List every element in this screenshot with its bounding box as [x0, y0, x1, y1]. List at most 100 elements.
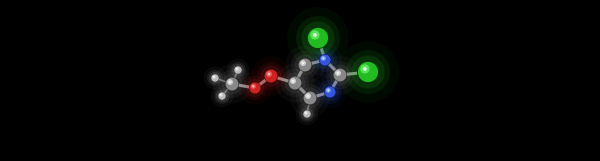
- Circle shape: [250, 82, 260, 94]
- Circle shape: [301, 108, 313, 120]
- Circle shape: [303, 110, 311, 118]
- Circle shape: [357, 61, 379, 83]
- Circle shape: [213, 76, 215, 78]
- Circle shape: [281, 69, 309, 97]
- Circle shape: [264, 69, 278, 83]
- Circle shape: [209, 72, 221, 84]
- Circle shape: [236, 68, 238, 70]
- Circle shape: [326, 61, 354, 89]
- Circle shape: [225, 77, 239, 91]
- Circle shape: [313, 75, 347, 109]
- Circle shape: [249, 82, 261, 94]
- Circle shape: [313, 48, 337, 72]
- Circle shape: [335, 70, 341, 76]
- Circle shape: [329, 65, 350, 85]
- Circle shape: [226, 78, 238, 90]
- Circle shape: [296, 103, 318, 125]
- Circle shape: [230, 62, 246, 78]
- Circle shape: [325, 86, 335, 98]
- Circle shape: [275, 63, 314, 103]
- Circle shape: [211, 74, 218, 82]
- Circle shape: [318, 80, 342, 104]
- Circle shape: [304, 110, 311, 118]
- Circle shape: [327, 89, 329, 91]
- Circle shape: [321, 83, 339, 101]
- Circle shape: [307, 27, 329, 49]
- Circle shape: [334, 69, 346, 81]
- Circle shape: [257, 62, 285, 90]
- Circle shape: [214, 88, 230, 104]
- Circle shape: [243, 76, 267, 100]
- Circle shape: [216, 90, 228, 102]
- Circle shape: [218, 92, 226, 100]
- Circle shape: [234, 66, 242, 74]
- Circle shape: [204, 67, 226, 89]
- Circle shape: [218, 70, 246, 98]
- Circle shape: [296, 84, 324, 112]
- Circle shape: [308, 43, 342, 77]
- Circle shape: [290, 78, 329, 118]
- Circle shape: [288, 76, 302, 90]
- Circle shape: [246, 79, 264, 97]
- Circle shape: [304, 111, 308, 115]
- Circle shape: [268, 73, 271, 75]
- Circle shape: [324, 86, 336, 98]
- Circle shape: [316, 51, 334, 69]
- Circle shape: [307, 95, 310, 97]
- Circle shape: [337, 41, 399, 103]
- Circle shape: [322, 57, 325, 59]
- Circle shape: [303, 91, 317, 105]
- Circle shape: [299, 87, 320, 109]
- Circle shape: [346, 50, 390, 94]
- Circle shape: [352, 56, 385, 89]
- Circle shape: [235, 66, 242, 74]
- Circle shape: [304, 92, 316, 104]
- Circle shape: [313, 33, 317, 37]
- Circle shape: [305, 93, 311, 99]
- Circle shape: [358, 62, 378, 82]
- Circle shape: [220, 94, 221, 96]
- Circle shape: [252, 85, 254, 87]
- Circle shape: [308, 28, 328, 48]
- Circle shape: [287, 7, 349, 69]
- Circle shape: [298, 58, 312, 72]
- Circle shape: [295, 55, 316, 76]
- Circle shape: [212, 75, 215, 79]
- Circle shape: [232, 64, 244, 76]
- Circle shape: [319, 54, 331, 66]
- Circle shape: [326, 88, 331, 93]
- Circle shape: [290, 78, 296, 84]
- Circle shape: [284, 72, 305, 94]
- Circle shape: [219, 93, 223, 97]
- Circle shape: [310, 30, 320, 40]
- Circle shape: [235, 67, 239, 71]
- Circle shape: [211, 74, 219, 82]
- Circle shape: [251, 84, 256, 89]
- Circle shape: [319, 54, 331, 66]
- Circle shape: [251, 56, 290, 96]
- Circle shape: [299, 59, 311, 71]
- Circle shape: [321, 56, 326, 61]
- Circle shape: [212, 64, 251, 104]
- Circle shape: [227, 59, 249, 81]
- Circle shape: [221, 74, 242, 95]
- Circle shape: [207, 70, 223, 86]
- Circle shape: [302, 62, 304, 64]
- Circle shape: [289, 77, 301, 90]
- Circle shape: [363, 67, 367, 71]
- Circle shape: [302, 22, 335, 55]
- Circle shape: [265, 70, 277, 82]
- Circle shape: [292, 80, 295, 82]
- Circle shape: [238, 71, 272, 105]
- Circle shape: [337, 72, 340, 74]
- Circle shape: [299, 106, 315, 122]
- Circle shape: [333, 68, 347, 82]
- Circle shape: [320, 55, 359, 95]
- Circle shape: [266, 71, 272, 77]
- Circle shape: [300, 60, 306, 66]
- Circle shape: [211, 85, 233, 107]
- Circle shape: [305, 112, 307, 114]
- Circle shape: [229, 81, 232, 83]
- Circle shape: [218, 92, 226, 100]
- Circle shape: [296, 16, 340, 60]
